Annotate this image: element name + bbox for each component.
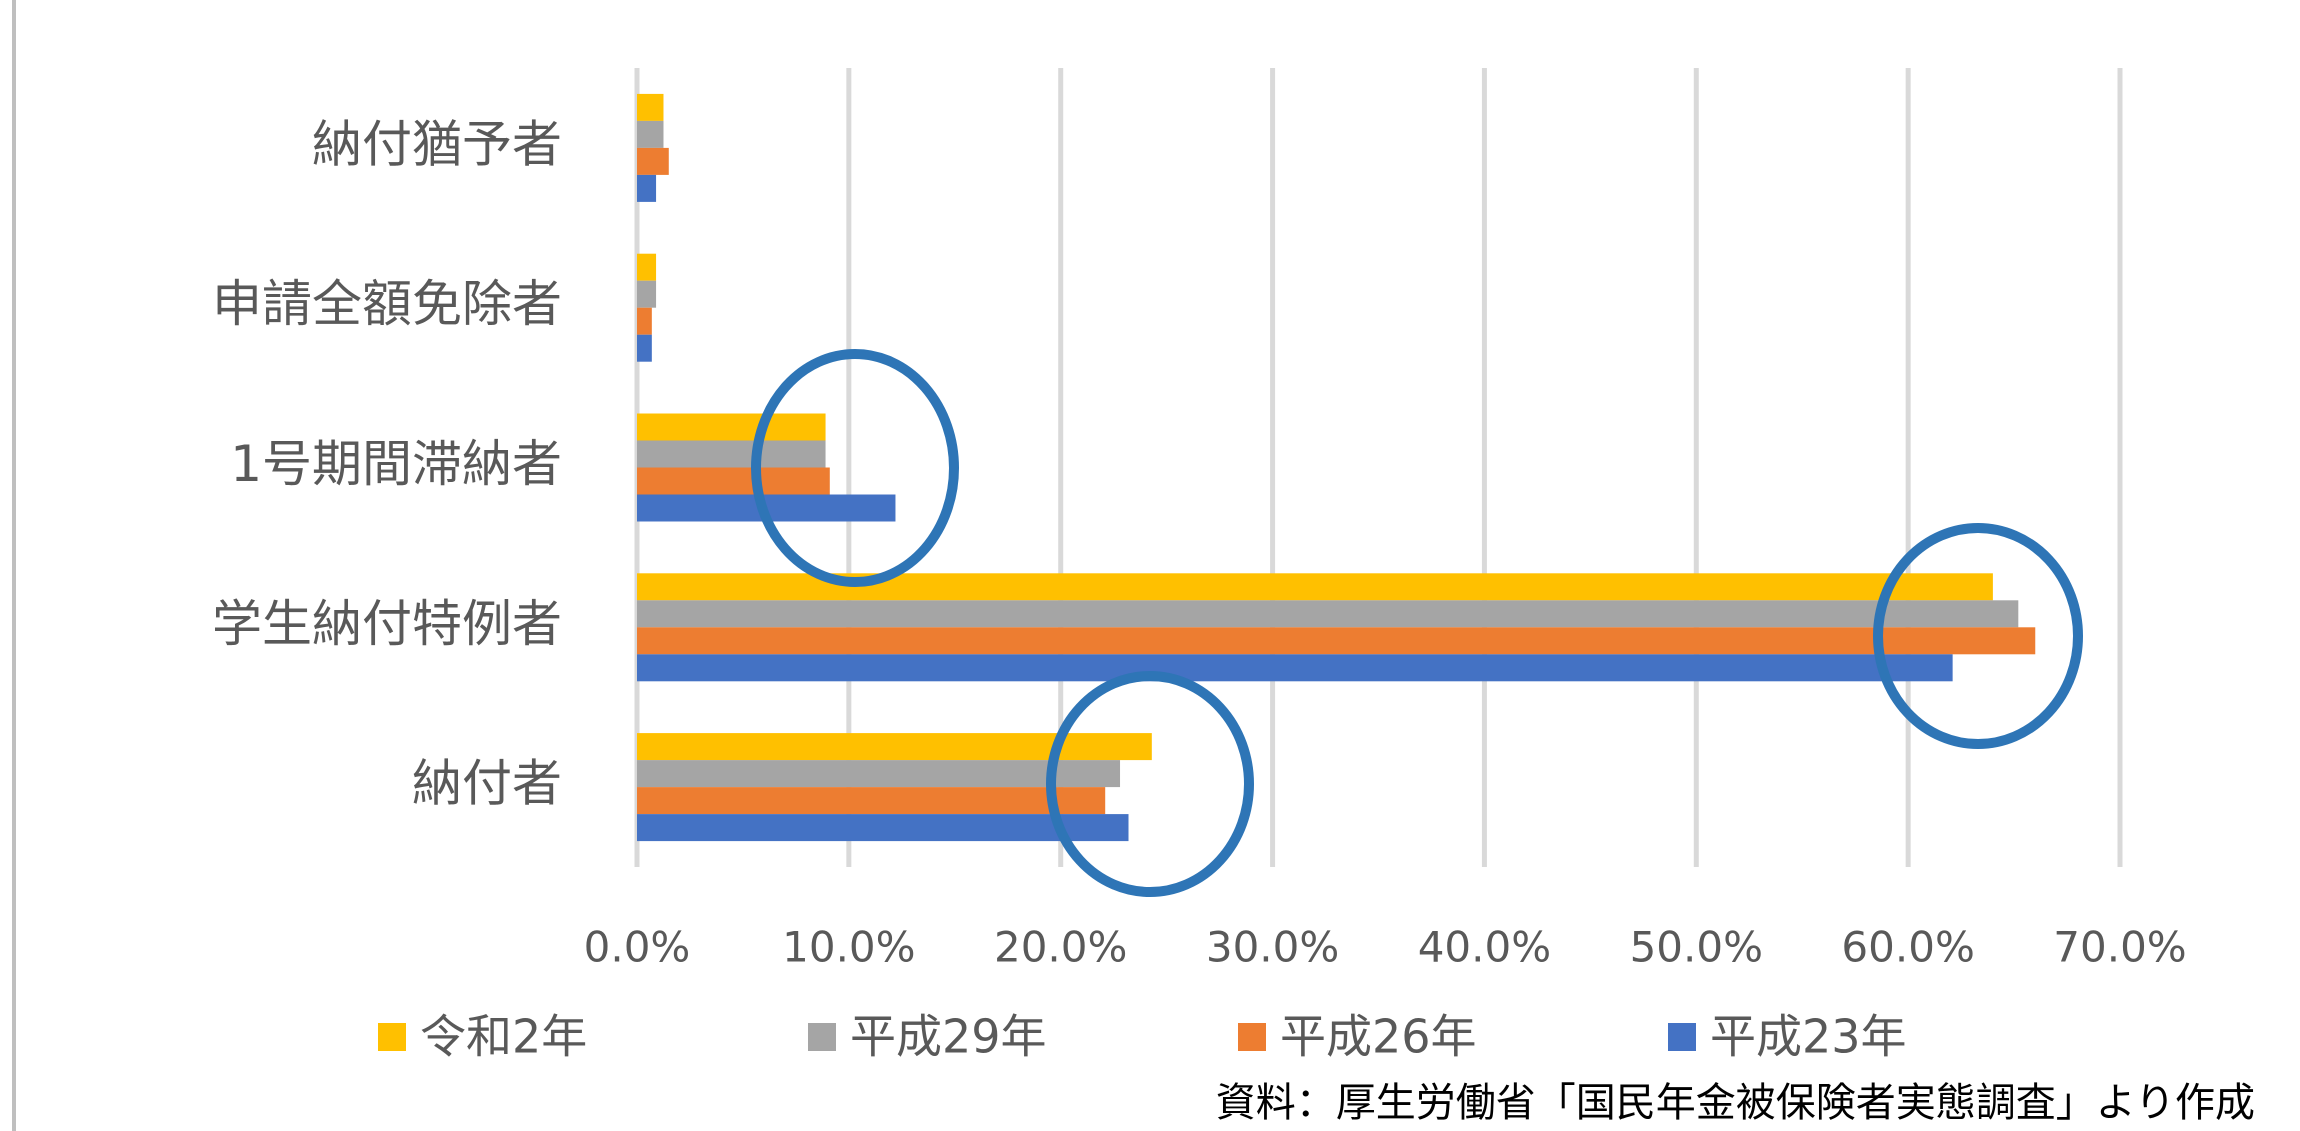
x-tick-label: 0.0% [584, 923, 691, 972]
legend-swatch [808, 1023, 836, 1051]
bar [637, 120, 664, 148]
x-tick-label: 60.0% [1841, 923, 1974, 972]
highlight-circle [751, 349, 959, 587]
bar [637, 253, 657, 281]
y-tick-label: 1号期間滞納者 [230, 435, 562, 493]
legend-label: 平成23年 [1710, 1010, 1907, 1064]
y-tick-label: 納付者 [412, 755, 562, 813]
bar [637, 814, 1129, 842]
bar [637, 600, 2019, 628]
bar [637, 467, 830, 495]
bar [637, 787, 1106, 815]
plot: 0.0% 10.0% 20.0% 30.0% 40.0% 50.0% 60.0% 70.0% 納… [212, 68, 2187, 1064]
bar [637, 413, 826, 441]
legend-swatch [1238, 1023, 1266, 1051]
x-tick-label: 20.0% [994, 923, 1127, 972]
bar [637, 307, 652, 335]
bar [637, 733, 1152, 761]
highlight-circle [1873, 523, 2083, 749]
bar [637, 440, 826, 468]
x-tick-label: 40.0% [1418, 923, 1551, 972]
y-tick-label: 納付猶予者 [312, 115, 562, 173]
bar [637, 627, 2036, 655]
bar [637, 147, 669, 175]
legend-label: 平成26年 [1280, 1010, 1477, 1064]
legend-label: 平成29年 [850, 1010, 1047, 1064]
bar [637, 280, 657, 308]
legend-swatch [1668, 1023, 1696, 1051]
annotations [751, 349, 2083, 897]
x-tick-label: 30.0% [1206, 923, 1339, 972]
bar [637, 760, 1121, 788]
bar [637, 334, 652, 362]
x-tick-label: 50.0% [1630, 923, 1763, 972]
highlight-circle [1046, 671, 1254, 897]
legend-swatch [378, 1023, 406, 1051]
bar [637, 93, 664, 121]
y-tick-label: 申請全額免除者 [212, 275, 562, 333]
y-tick-label: 学生納付特例者 [212, 595, 562, 653]
x-tick-label: 10.0% [782, 923, 915, 972]
x-tick-label: 70.0% [2053, 923, 2186, 972]
bar [637, 174, 657, 202]
bar [637, 654, 1953, 682]
source-note: 資料：厚生労働省「国民年金被保険者実態調査」より作成 [1216, 1080, 2255, 1126]
legend-label: 令和2年 [420, 1010, 587, 1064]
